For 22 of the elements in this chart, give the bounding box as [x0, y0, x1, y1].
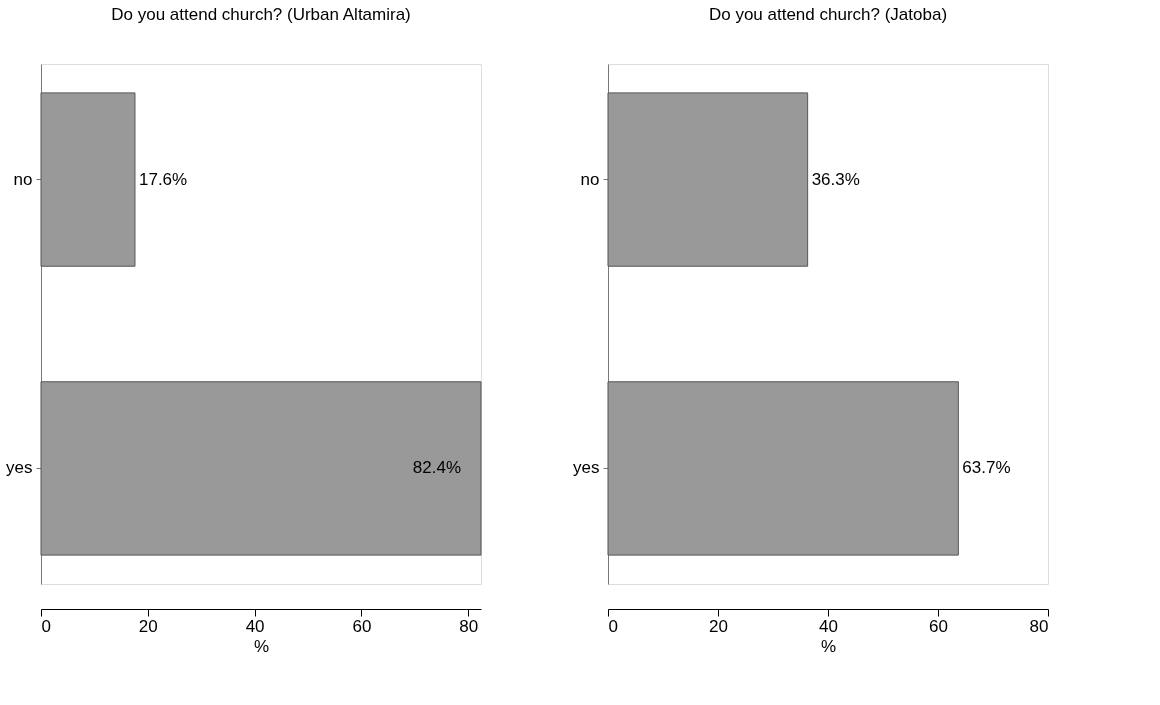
- x-tick-label: 80: [459, 616, 479, 636]
- chart-title: Do you attend church? (Urban Altamira): [111, 5, 411, 24]
- data-label: 17.6%: [138, 169, 188, 189]
- x-axis-title: %: [820, 636, 837, 656]
- x-tick-label: 0: [41, 616, 51, 636]
- x-tick-label: 80: [1029, 616, 1049, 636]
- x-tick-label: 20: [138, 616, 158, 636]
- y-tick-label: no: [580, 169, 600, 189]
- x-axis-title: %: [253, 636, 270, 656]
- data-label: 82.4%: [412, 458, 461, 478]
- y-tick-label: yes: [6, 458, 33, 478]
- x-tick-label: 0: [608, 616, 618, 636]
- x-tick-label: 20: [709, 616, 728, 636]
- chart-title: Do you attend church? (Jatoba): [708, 5, 948, 24]
- x-tick-label: 60: [929, 616, 948, 636]
- y-tick-label: no: [13, 169, 33, 189]
- data-label: 36.3%: [811, 169, 860, 189]
- data-label: 63.7%: [962, 458, 1011, 478]
- x-tick-label: 40: [819, 616, 838, 636]
- x-tick-label: 60: [352, 616, 372, 636]
- x-tick-label: 40: [245, 616, 265, 636]
- y-tick-label: yes: [573, 458, 600, 478]
